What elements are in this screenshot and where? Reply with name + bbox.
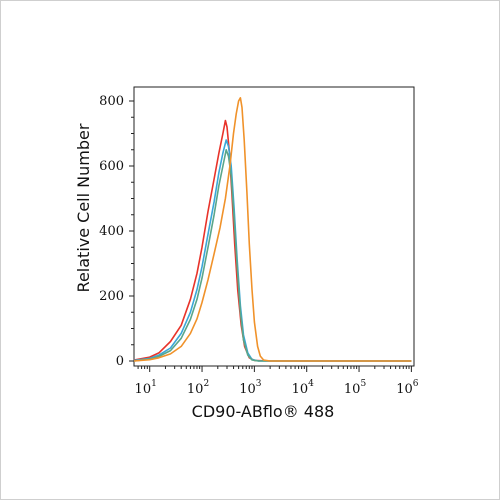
y-axis-title: Relative Cell Number (74, 123, 93, 292)
y-tick-label: 400 (99, 224, 124, 239)
x-tick-base: 10 (187, 382, 204, 397)
x-tick-label: 103 (239, 379, 262, 397)
x-tick-exponent: 2 (203, 379, 209, 389)
histogram-series-3 (133, 149, 412, 362)
x-tick-label: 104 (292, 379, 315, 397)
x-tick-base: 10 (292, 382, 309, 397)
x-tick-base: 10 (135, 382, 152, 397)
x-tick-exponent: 3 (256, 379, 262, 389)
histogram-series-4 (133, 97, 412, 362)
x-tick-exponent: 5 (360, 379, 366, 389)
series-layer (133, 97, 412, 362)
x-axis-title: CD90-ABflo® 488 (192, 402, 335, 421)
x-tick-label: 101 (135, 379, 157, 397)
y-tick-label: 200 (99, 289, 124, 304)
y-tick-label: 0 (116, 354, 124, 369)
x-tick-label: 102 (187, 379, 209, 397)
y-axis-ticks: 0 200 400 600 800 (99, 94, 134, 369)
plot-area (133, 86, 415, 367)
y-tick-label: 600 (99, 159, 124, 174)
x-tick-label: 105 (344, 379, 367, 397)
y-tick-label: 800 (99, 94, 124, 109)
x-tick-base: 10 (396, 382, 413, 397)
x-tick-exponent: 1 (151, 379, 157, 389)
x-tick-base: 10 (344, 382, 361, 397)
x-tick-base: 10 (239, 382, 256, 397)
x-tick-exponent: 6 (413, 379, 419, 389)
x-tick-label: 106 (396, 379, 419, 397)
x-tick-exponent: 4 (308, 379, 314, 389)
histogram-series-2 (133, 139, 412, 362)
x-axis-ticks: 101 102 103 104 105 106 (135, 366, 419, 397)
